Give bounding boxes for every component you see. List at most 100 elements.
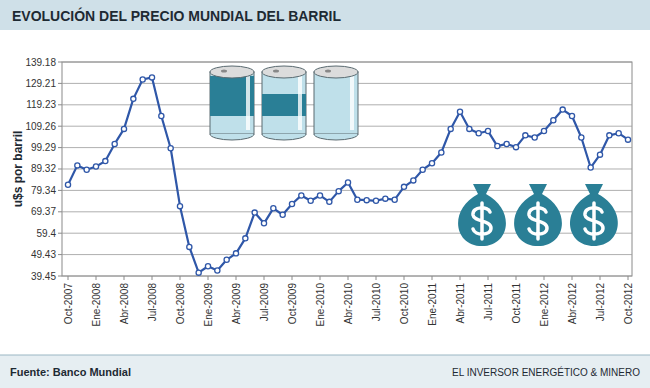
price-point — [336, 189, 341, 194]
x-tick — [124, 276, 125, 280]
barrel-shine — [298, 76, 302, 130]
price-point — [149, 75, 154, 80]
x-tick — [376, 276, 377, 280]
x-tick — [628, 276, 629, 280]
price-point — [476, 131, 481, 136]
price-point — [383, 196, 388, 201]
x-tick — [292, 276, 293, 280]
price-point — [65, 182, 70, 187]
barrel-body — [314, 72, 358, 134]
y-label: u$s por barril — [11, 131, 25, 208]
y-tick — [58, 211, 62, 212]
y-tick-label: 119.23 — [26, 99, 56, 110]
x-tick — [152, 276, 153, 280]
price-point — [439, 150, 444, 155]
x-tick-label: Jul-2008 — [147, 283, 158, 322]
money-bag — [514, 184, 562, 246]
y-tick-label: 69.37 — [31, 206, 56, 217]
price-point — [196, 270, 201, 275]
x-tick-label: Oct-2009 — [287, 283, 298, 325]
price-point — [495, 143, 500, 148]
price-point — [560, 107, 565, 112]
y-tick — [58, 168, 62, 169]
x-tick-label: Abr-2011 — [455, 283, 466, 324]
background — [0, 0, 650, 388]
x-tick-label: Jul-2011 — [483, 283, 494, 321]
price-point — [299, 193, 304, 198]
price-point — [140, 77, 145, 82]
x-tick-label: Oct-2008 — [175, 283, 186, 325]
x-tick-label: Ene-2009 — [203, 283, 214, 327]
price-point — [168, 146, 173, 151]
y-tick — [58, 126, 62, 127]
x-tick-label: Abr-2008 — [119, 283, 130, 325]
barrel-bottom — [210, 134, 254, 140]
price-point — [103, 158, 108, 163]
price-point — [75, 163, 80, 168]
price-point — [579, 135, 584, 140]
y-tick — [58, 62, 62, 63]
x-tick-label: Ene-2010 — [315, 283, 326, 327]
price-point — [271, 206, 276, 211]
x-tick-label: Jul-2010 — [371, 283, 382, 322]
price-point — [457, 109, 462, 114]
price-point — [93, 164, 98, 169]
price-point — [411, 178, 416, 183]
x-tick — [264, 276, 265, 280]
x-tick — [600, 276, 601, 280]
y-tick-label: 59.4 — [37, 228, 57, 239]
price-point — [252, 210, 257, 215]
price-point — [504, 141, 509, 146]
price-point — [131, 96, 136, 101]
price-point — [448, 126, 453, 131]
y-tick — [58, 83, 62, 84]
price-point — [541, 128, 546, 133]
x-tick-label: Oct-2011 — [511, 283, 522, 324]
price-point — [429, 161, 434, 166]
x-tick — [488, 276, 489, 280]
y-tick-label: 39.45 — [31, 271, 56, 282]
credit: EL INVERSOR ENERGÉTICO & MINERO — [452, 366, 640, 378]
price-point — [523, 133, 528, 138]
price-point — [308, 198, 313, 203]
barrel-shine — [246, 76, 250, 130]
money-bag — [570, 184, 618, 246]
y-tick-label: 49.43 — [31, 249, 56, 260]
x-tick-label: Abr-2009 — [231, 283, 242, 325]
x-tick — [208, 276, 209, 280]
price-point — [588, 165, 593, 170]
grid-line — [62, 190, 632, 191]
x-tick-label: Oct-2010 — [399, 283, 410, 325]
price-point — [112, 141, 117, 146]
price-point — [607, 133, 612, 138]
y-tick-label: 79.34 — [31, 185, 56, 196]
plot-frame — [62, 62, 632, 276]
money-sign — [585, 203, 603, 239]
price-point — [205, 264, 210, 269]
decoration — [210, 66, 618, 246]
grid-line — [62, 147, 632, 148]
price-point — [215, 268, 220, 273]
price-point — [345, 180, 350, 185]
y-tick — [58, 104, 62, 105]
price-point — [355, 197, 360, 202]
price-point — [569, 113, 574, 118]
grid-line — [62, 168, 632, 169]
price-point — [187, 244, 192, 249]
y-tick-label: 89.32 — [31, 163, 56, 174]
price-point — [177, 204, 182, 209]
y-tick — [58, 254, 62, 255]
footer-rule — [0, 355, 650, 356]
barrel-body — [210, 72, 254, 134]
price-point — [485, 128, 490, 133]
price-point — [243, 236, 248, 241]
price-point — [280, 212, 285, 217]
price-point — [224, 257, 229, 262]
x-tick-label: Abr-2012 — [567, 283, 578, 325]
price-point — [532, 135, 537, 140]
y-tick-label: 129.21 — [25, 78, 56, 89]
x-tick — [320, 276, 321, 280]
x-tick — [96, 276, 97, 280]
source: Fuente: Banco Mundial — [10, 366, 131, 378]
x-tick-label: Jul-2012 — [595, 283, 606, 322]
